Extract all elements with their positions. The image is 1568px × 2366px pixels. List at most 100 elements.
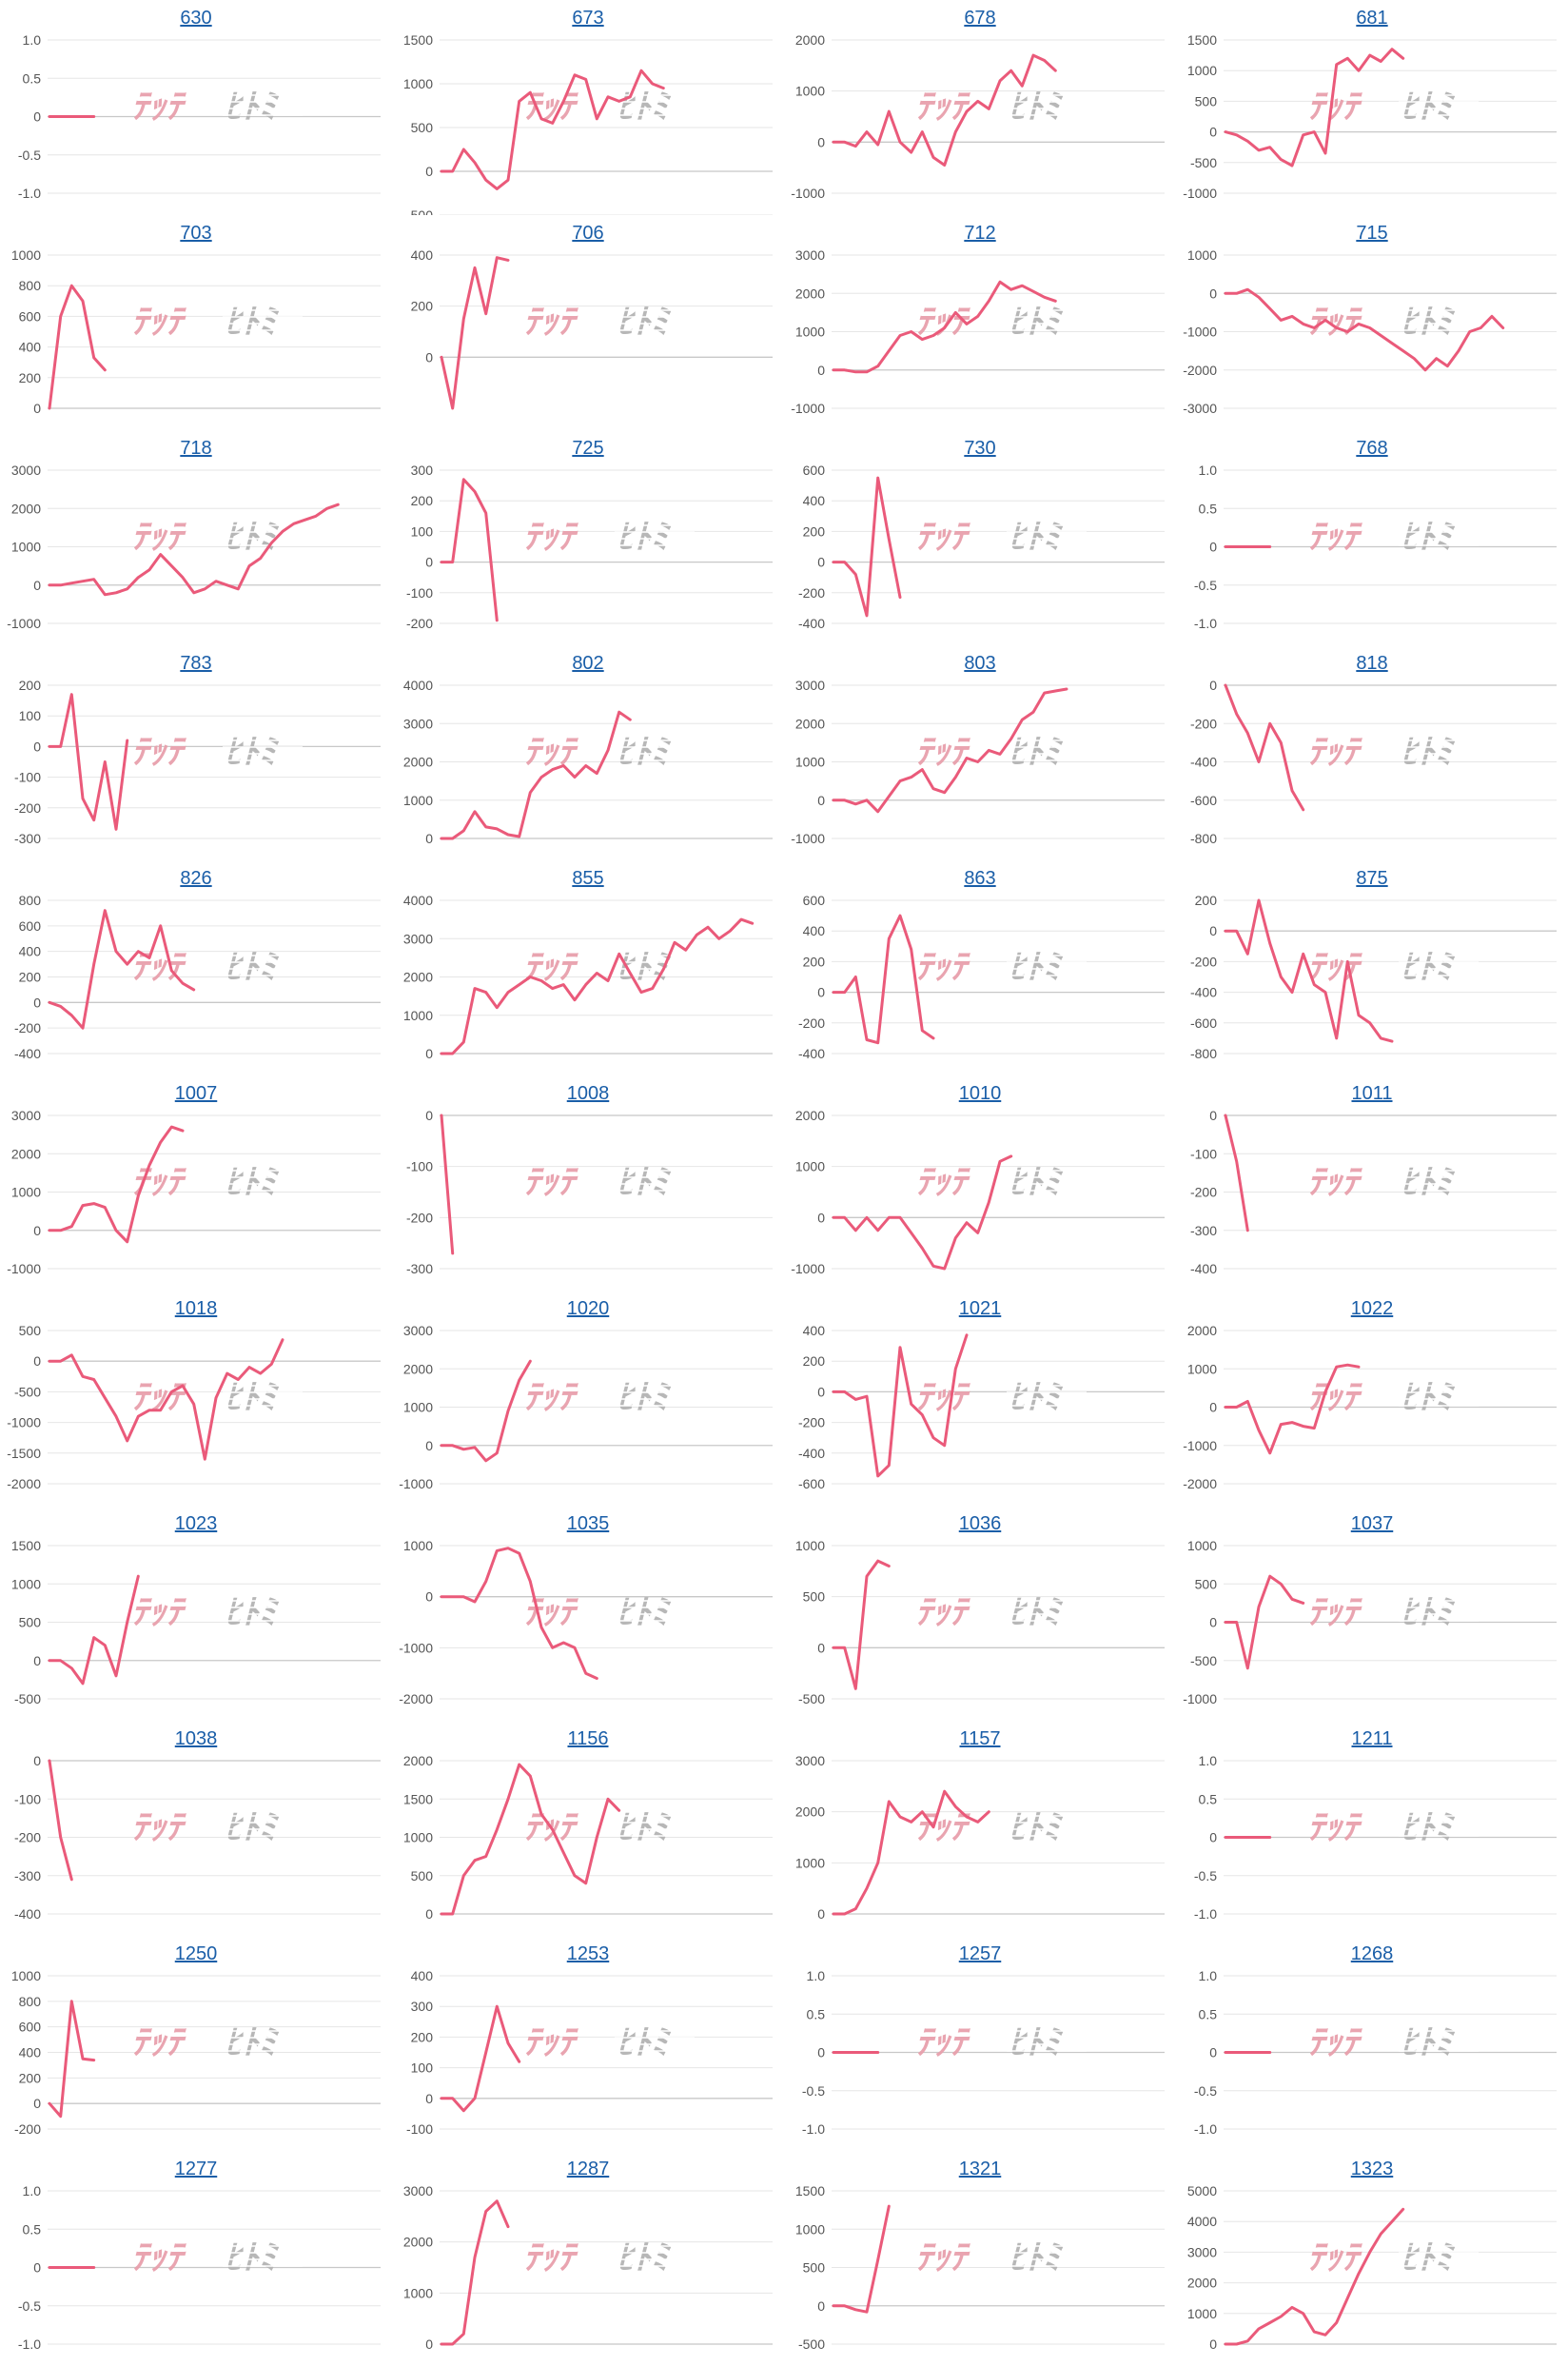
y-tick-label: 3000 [403, 1323, 433, 1338]
y-tick-label: 4000 [403, 893, 433, 908]
chart-title-link[interactable]: 802 [572, 653, 604, 674]
chart-svg: 3000 2000 1000 0 -1000 ﾃｯﾃ ﾋﾄﾐ [399, 1323, 773, 1491]
y-tick-label: 200 [19, 2070, 42, 2085]
chart-title-link[interactable]: 1323 [1350, 2159, 1394, 2179]
watermark-logo: ﾃｯﾃ ﾋﾄﾐ [131, 1163, 303, 1202]
watermark-logo: ﾃｯﾃ ﾋﾄﾐ [131, 2023, 303, 2062]
chart-title-link[interactable]: 1253 [566, 1943, 610, 1964]
watermark-logo: ﾃｯﾃ ﾋﾄﾐ [1307, 88, 1479, 127]
chart-title-link[interactable]: 1021 [958, 1298, 1002, 1319]
chart-title-link[interactable]: 673 [572, 8, 604, 29]
chart-panel: 0 -100 -200 -300 ﾃｯﾃ ﾋﾄﾐ 1008 [392, 1075, 784, 1291]
watermark-logo: ﾃｯﾃ ﾋﾄﾐ [131, 1378, 303, 1417]
y-tick-label: -200 [1190, 716, 1217, 731]
watermark-text-right: ﾋﾄﾐ [225, 88, 280, 127]
chart-title-link[interactable]: 875 [1356, 868, 1388, 889]
y-tick-label: 800 [19, 893, 42, 908]
watermark-logo: ﾃｯﾃ ﾋﾄﾐ [1307, 1378, 1479, 1417]
y-tick-label: -2000 [1183, 363, 1217, 378]
chart-title-link[interactable]: 826 [180, 868, 212, 889]
chart-title-link[interactable]: 1020 [566, 1298, 610, 1319]
series-line [440, 69, 665, 190]
chart-title-link[interactable]: 1011 [1351, 1083, 1393, 1104]
chart-title-link[interactable]: 681 [1356, 8, 1388, 29]
chart-title-link[interactable]: 678 [964, 8, 996, 29]
chart-svg: 1.0 0.5 0 -0.5 -1.0 ﾃｯﾃ ﾋﾄﾐ [18, 32, 381, 201]
chart-title-link[interactable]: 730 [964, 438, 996, 459]
chart-title-link[interactable]: 725 [572, 438, 604, 459]
y-tick-label: 0.5 [807, 2006, 826, 2021]
chart-title-link[interactable]: 1268 [1350, 1943, 1394, 1964]
chart-title-link[interactable]: 803 [964, 653, 996, 674]
chart-title-link[interactable]: 703 [180, 223, 212, 244]
chart-title-link[interactable]: 863 [964, 868, 996, 889]
watermark-logo: ﾃｯﾃ ﾋﾄﾐ [131, 733, 303, 772]
series-line [440, 2199, 510, 2346]
y-tick-label: 0 [817, 1210, 825, 1225]
watermark-text-left: ﾃｯﾃ [915, 948, 970, 987]
y-tick-label: 0 [1209, 540, 1217, 555]
y-tick-label: 600 [19, 308, 42, 324]
chart-panel: 3000 2000 1000 0 ﾃｯﾃ ﾋﾄﾐ 1157 [784, 1721, 1176, 1936]
chart-title-link[interactable]: 783 [180, 653, 212, 674]
y-tick-label: 800 [19, 1994, 42, 2009]
chart-panel: 1500 1000 500 0 -500 ﾃｯﾃ ﾋﾄﾐ 1023 [0, 1506, 392, 1721]
y-tick-label: -400 [14, 1046, 41, 1061]
y-tick-label: 1000 [795, 84, 825, 99]
chart-title-link[interactable]: 1257 [958, 1943, 1002, 1964]
chart-title-link[interactable]: 718 [180, 438, 212, 459]
chart-title-link[interactable]: 1321 [958, 2159, 1002, 2179]
y-tick-label: 1000 [11, 540, 41, 555]
chart-title-link[interactable]: 1022 [1350, 1298, 1394, 1319]
chart-panel: 0 -100 -200 -300 -400 ﾃｯﾃ ﾋﾄﾐ 1038 [0, 1721, 392, 1936]
chart-title-link[interactable]: 630 [180, 8, 212, 29]
chart-title-link[interactable]: 1157 [959, 1728, 1001, 1749]
y-tick-label: 0 [33, 578, 41, 593]
watermark-logo: ﾃｯﾃ ﾋﾄﾐ [131, 88, 303, 127]
y-tick-label: -1500 [7, 1446, 41, 1461]
watermark-logo: ﾃｯﾃ ﾋﾄﾐ [1307, 518, 1479, 557]
y-tick-label: 1.0 [23, 32, 42, 48]
chart-title-link[interactable]: 855 [572, 868, 604, 889]
chart-title-link[interactable]: 1018 [174, 1298, 218, 1319]
chart-title-link[interactable]: 1035 [566, 1513, 610, 1534]
y-tick-label: 0 [425, 1589, 433, 1605]
y-tick-label: -200 [406, 1210, 433, 1225]
chart-title-link[interactable]: 1008 [566, 1083, 610, 1104]
chart-panel: 5000 4000 3000 2000 1000 0 ﾃｯﾃ ﾋﾄﾐ 1323 [1176, 2151, 1568, 2366]
y-tick-label: 0 [817, 134, 825, 149]
chart-panel: 2000 1000 0 -1000 -2000 ﾃｯﾃ ﾋﾄﾐ 1022 [1176, 1291, 1568, 1506]
chart-title-link[interactable]: 715 [1356, 223, 1388, 244]
series-line [1224, 48, 1405, 168]
watermark-logo: ﾃｯﾃ ﾋﾄﾐ [1307, 2238, 1479, 2277]
chart-title-link[interactable]: 1156 [567, 1728, 609, 1749]
chart-title-link[interactable]: 818 [1356, 653, 1388, 674]
chart-title-link[interactable]: 768 [1356, 438, 1388, 459]
watermark-text-left: ﾃｯﾃ [1307, 88, 1362, 127]
y-tick-label: 0 [33, 2096, 41, 2111]
watermark-text-left: ﾃｯﾃ [915, 1593, 970, 1632]
chart-title-link[interactable]: 1287 [566, 2159, 610, 2179]
y-tick-label: -600 [1190, 1015, 1217, 1031]
y-tick-label: -400 [1190, 1261, 1217, 1276]
y-tick-label: 2000 [403, 1361, 433, 1376]
y-tick-label: -200 [798, 1015, 825, 1031]
y-tick-label: 1000 [11, 247, 41, 263]
y-tick-label: -0.5 [1194, 1868, 1217, 1883]
chart-title-link[interactable]: 1038 [174, 1728, 218, 1749]
chart-title-link[interactable]: 1277 [174, 2159, 218, 2179]
y-tick-label: 500 [19, 1323, 42, 1338]
watermark-logo: ﾃｯﾃ ﾋﾄﾐ [1307, 1163, 1479, 1202]
y-tick-label: -1.0 [1194, 616, 1217, 631]
chart-title-link[interactable]: 1036 [958, 1513, 1002, 1534]
chart-title-link[interactable]: 1211 [1351, 1728, 1393, 1749]
chart-title-link[interactable]: 712 [964, 223, 996, 244]
y-tick-label: 4000 [403, 678, 433, 693]
chart-title-link[interactable]: 1023 [174, 1513, 218, 1534]
chart-title-link[interactable]: 1250 [174, 1943, 218, 1964]
chart-title-link[interactable]: 1010 [958, 1083, 1002, 1104]
watermark-logo: ﾃｯﾃ ﾋﾄﾐ [1307, 2023, 1479, 2062]
chart-title-link[interactable]: 706 [572, 223, 604, 244]
chart-title-link[interactable]: 1007 [174, 1083, 218, 1104]
chart-title-link[interactable]: 1037 [1350, 1513, 1394, 1534]
